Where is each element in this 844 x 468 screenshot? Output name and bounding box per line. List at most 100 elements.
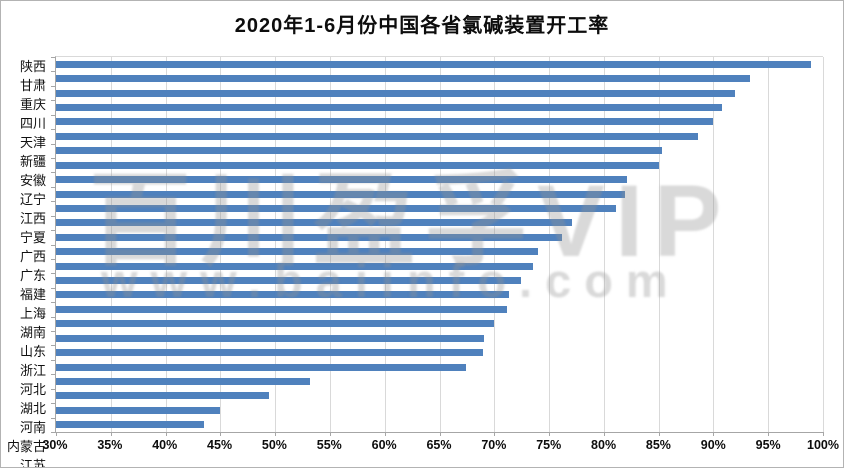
x-axis-label: 30% — [42, 438, 68, 452]
y-axis-label: 湖南 — [19, 325, 46, 340]
y-axis-tickmark — [51, 417, 56, 419]
y-axis-label: 广东 — [19, 268, 46, 283]
x-axis-label: 65% — [426, 438, 452, 452]
bar — [56, 334, 485, 342]
y-axis-tickmark — [51, 85, 56, 87]
y-axis-tickmark — [51, 186, 56, 188]
bar-row — [56, 100, 823, 114]
y-axis-label: 上海 — [19, 306, 46, 321]
y-axis-tickmark — [51, 287, 56, 289]
y-axis: 陕西 甘肃 重庆 四川 天津 新疆 安徽 辽宁 江西 宁夏 广西 广东 福建 上海 湖南 山东 浙江 河北 湖北 河南… — [1, 56, 51, 467]
x-axis-tickmark — [56, 432, 57, 436]
bar — [56, 291, 509, 299]
y-axis-label: 新疆 — [19, 154, 46, 169]
bar — [56, 421, 204, 429]
x-axis-tickmark — [439, 432, 441, 436]
x-axis-tickmark — [220, 432, 222, 436]
y-axis-label: 山东 — [19, 344, 46, 359]
bar — [56, 320, 495, 328]
x-axis-tickmark — [165, 432, 167, 436]
x-axis-label: 75% — [536, 438, 562, 452]
y-axis-label: 甘肃 — [19, 78, 46, 93]
y-axis-label: 安徽 — [19, 173, 46, 188]
y-axis-tickmark — [51, 143, 56, 145]
bar — [56, 75, 750, 83]
gridline — [658, 57, 660, 432]
y-axis-tickmark — [51, 374, 56, 376]
bar-row — [56, 403, 823, 417]
y-axis-tickmark — [51, 100, 56, 102]
y-axis-tickmark — [51, 71, 56, 73]
gridline — [713, 57, 715, 432]
bar — [56, 392, 269, 400]
y-axis-tickmark — [51, 345, 56, 347]
y-axis-tickmark — [51, 258, 56, 260]
bar-series — [56, 57, 823, 432]
x-axis-tickmark — [713, 432, 715, 436]
bar-row — [56, 115, 823, 129]
bar-row — [56, 288, 823, 302]
bar — [56, 147, 662, 155]
y-axis-label: 天津 — [19, 135, 46, 150]
gridline — [275, 57, 277, 432]
bar-row — [56, 374, 823, 388]
y-axis-tickmark — [51, 244, 56, 246]
gridline — [165, 57, 167, 432]
bar — [56, 60, 811, 68]
x-axis-tickmark — [329, 432, 331, 436]
bar — [56, 233, 563, 241]
y-axis-label: 江苏 — [19, 458, 46, 468]
y-axis-label: 河南 — [19, 420, 46, 435]
bar — [56, 132, 699, 140]
x-axis-label: 50% — [261, 438, 287, 452]
bar-row — [56, 158, 823, 172]
x-axis-label: 100% — [807, 438, 839, 452]
y-axis-label: 内蒙古 — [6, 439, 46, 454]
gridline — [110, 57, 112, 432]
x-axis-tickmark — [658, 432, 660, 436]
bar-row — [56, 244, 823, 258]
bar-row — [56, 302, 823, 316]
x-axis: 30% 35% 40% 45% 50% 55% 60% 65% 70% 75% 80% 85% 90% 9… — [42, 438, 839, 454]
bar — [56, 176, 627, 184]
bar-row — [56, 273, 823, 287]
x-axis-label: 95% — [755, 438, 781, 452]
y-axis-label: 广西 — [19, 249, 46, 264]
gridline — [220, 57, 222, 432]
bar-row — [56, 360, 823, 374]
y-axis-label: 福建 — [19, 287, 46, 302]
bar-row — [56, 187, 823, 201]
y-axis-tickmark — [51, 157, 56, 159]
x-axis-label: 55% — [316, 438, 342, 452]
y-axis-tickmark — [51, 316, 56, 318]
x-axis-tickmark — [275, 432, 277, 436]
gridline — [549, 57, 551, 432]
y-axis-label: 江西 — [19, 211, 46, 226]
x-axis-tickmark — [110, 432, 112, 436]
bar-row — [56, 216, 823, 230]
x-axis-tickmark — [384, 432, 386, 436]
x-axis-label: 80% — [591, 438, 617, 452]
y-axis-tickmark — [51, 230, 56, 232]
gridline — [494, 57, 496, 432]
bar-row — [56, 389, 823, 403]
y-axis-label: 重庆 — [19, 97, 46, 112]
y-axis-label: 四川 — [19, 116, 46, 131]
x-axis-label: 35% — [97, 438, 123, 452]
bar-row — [56, 86, 823, 100]
y-axis-label: 河北 — [19, 382, 46, 397]
bar — [56, 363, 466, 371]
y-axis-tickmark — [51, 403, 56, 405]
x-axis-tickmark — [603, 432, 605, 436]
y-axis-tickmark — [51, 359, 56, 361]
x-axis-label: 85% — [645, 438, 671, 452]
y-axis-tickmark — [51, 201, 56, 203]
gridline — [768, 57, 770, 432]
bar — [56, 219, 573, 227]
y-axis-label: 辽宁 — [19, 192, 46, 207]
y-axis-tickmark — [51, 215, 56, 217]
y-axis-tickmark — [51, 302, 56, 304]
bar-row — [56, 331, 823, 345]
bar — [56, 277, 521, 285]
